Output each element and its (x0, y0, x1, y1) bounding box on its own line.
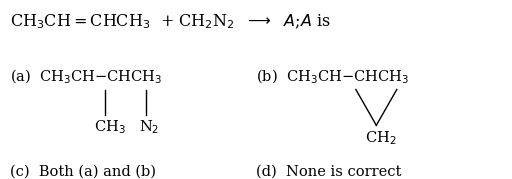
Text: (b)  CH$_3$CH$-$CHCH$_3$: (b) CH$_3$CH$-$CHCH$_3$ (256, 68, 409, 86)
Text: (a)  CH$_3$CH$-$CHCH$_3$: (a) CH$_3$CH$-$CHCH$_3$ (10, 68, 163, 86)
Text: CH$_3$CH$=$CHCH$_3$  + CH$_2$N$_2$  $\longrightarrow$  $A$;$A$ is: CH$_3$CH$=$CHCH$_3$ + CH$_2$N$_2$ $\long… (10, 13, 331, 31)
Text: N$_2$: N$_2$ (139, 118, 160, 136)
Text: (c)  Both (a) and (b): (c) Both (a) and (b) (10, 165, 156, 179)
Text: CH$_3$: CH$_3$ (94, 118, 125, 136)
Text: CH$_2$: CH$_2$ (365, 129, 396, 147)
Text: (d)  None is correct: (d) None is correct (256, 165, 401, 179)
